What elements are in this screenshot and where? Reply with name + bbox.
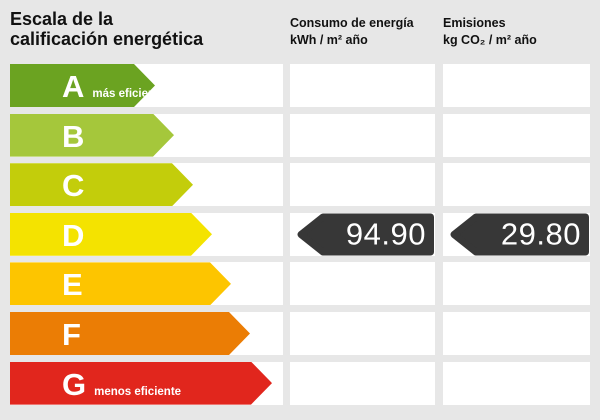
grade-note-most-efficient: más eficiente	[92, 88, 166, 100]
consumption-cell-f	[290, 311, 435, 355]
grade-note-least-efficient: menos eficiente	[94, 385, 182, 398]
consumption-cell-d: 94.90	[290, 212, 435, 256]
emissions-cell-c	[443, 163, 590, 207]
rating-row-d: D 94.90 29.80	[10, 212, 590, 256]
emissions-cell-b	[443, 113, 590, 157]
grade-arrow-b: B	[10, 114, 174, 157]
grade-letter-c: C	[62, 168, 85, 204]
grade-arrow-g: G menos eficiente	[10, 362, 272, 405]
left-pointing-arrow-icon	[297, 213, 434, 256]
grade-cell-d: D	[10, 212, 283, 256]
page-title-line2: calificación energética	[10, 29, 204, 49]
consumption-cell-g	[290, 361, 435, 405]
emissions-value-pointer: 29.80	[449, 213, 590, 256]
grade-cell-a: A más eficiente	[10, 64, 283, 107]
emissions-cell-g	[443, 361, 590, 405]
column-header-emissions: Emisiones kg CO₂ / m² año	[443, 15, 590, 48]
rating-row-c: C	[10, 163, 590, 207]
rating-row-g: G menos eficiente	[10, 361, 590, 405]
grade-arrow-c: C	[10, 163, 193, 206]
consumption-header-unit: kWh / m² año	[290, 32, 368, 47]
grade-letter-e: E	[62, 267, 83, 303]
grade-letter-a: A	[62, 69, 85, 104]
rating-row-a: A más eficiente	[10, 64, 590, 107]
rating-row-e: E	[10, 262, 590, 306]
consumption-cell-c	[290, 163, 435, 207]
rating-rows: A más eficiente B	[10, 64, 590, 405]
emissions-cell-f	[443, 311, 590, 355]
consumption-value-pointer: 94.90	[296, 213, 435, 256]
grade-cell-b: B	[10, 113, 283, 157]
column-header-consumption: Consumo de energía kWh / m² año	[290, 15, 435, 48]
grade-arrow-f: F	[10, 312, 250, 355]
grade-cell-f: F	[10, 311, 283, 355]
emissions-value: 29.80	[500, 216, 581, 252]
consumption-cell-a	[290, 64, 435, 107]
consumption-cell-b	[290, 113, 435, 157]
grade-arrow-e: E	[10, 262, 231, 305]
left-pointing-arrow-icon	[450, 213, 589, 256]
emissions-cell-e	[443, 262, 590, 306]
consumption-header-label: Consumo de energía	[290, 16, 414, 30]
emissions-header-unit: kg CO₂ / m² año	[443, 32, 537, 47]
rating-row-f: F	[10, 311, 590, 355]
grade-cell-g: G menos eficiente	[10, 361, 283, 405]
grade-arrow-a: A más eficiente	[10, 64, 155, 107]
grade-letter-b: B	[62, 118, 85, 154]
emissions-cell-d: 29.80	[443, 212, 590, 256]
grade-arrow-d: D	[10, 213, 212, 256]
grade-letter-g: G	[62, 366, 87, 402]
page-title-line1: Escala de la	[10, 9, 114, 29]
emissions-cell-a	[443, 64, 590, 107]
grade-cell-e: E	[10, 262, 283, 306]
emissions-header-label: Emisiones	[443, 16, 506, 30]
rating-row-b: B	[10, 113, 590, 157]
page-title: Escala de la calificación energética	[10, 9, 203, 49]
grade-cell-c: C	[10, 163, 283, 207]
consumption-cell-e	[290, 262, 435, 306]
grade-letter-d: D	[62, 217, 85, 253]
grade-letter-f: F	[62, 316, 81, 352]
consumption-value: 94.90	[345, 216, 426, 252]
